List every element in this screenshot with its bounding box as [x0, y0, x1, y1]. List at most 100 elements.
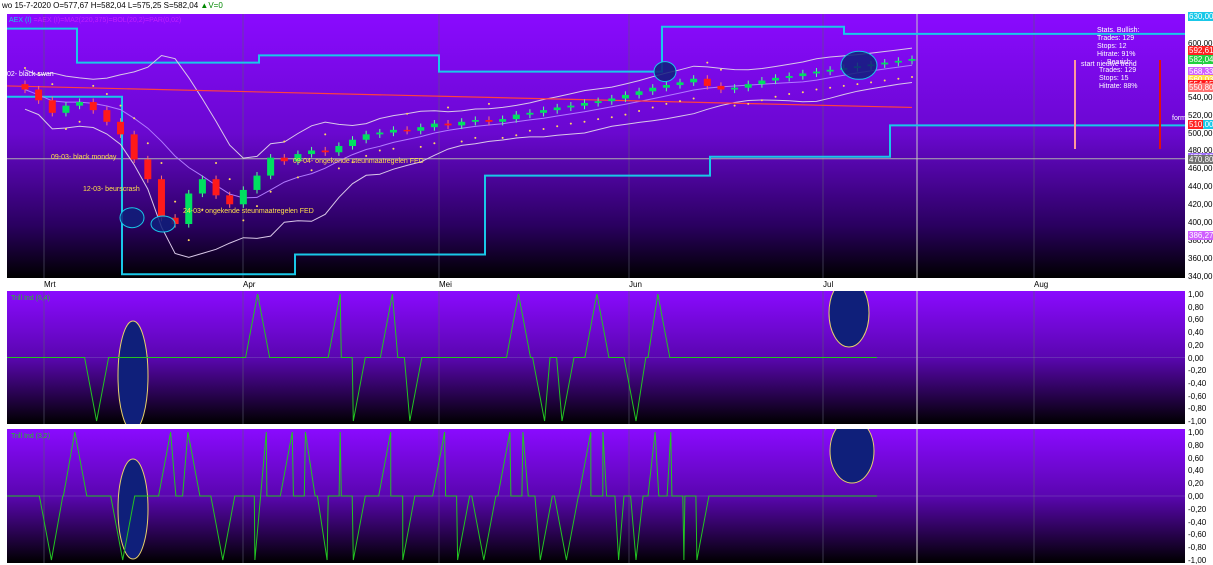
bullish-candle [512, 114, 520, 120]
price-tick-label: 420,00 [1188, 200, 1213, 210]
stats-label: Hitrate: 91% [1097, 51, 1136, 58]
parabolic-sar-dot [542, 127, 545, 130]
bollinger-lower [24, 82, 913, 258]
bearish-candle [717, 85, 725, 90]
indicator-tick-label: 1,00 [1188, 428, 1204, 437]
highlight-circle [119, 207, 145, 229]
price-tick-label: 540,00 [1188, 92, 1213, 102]
indicator-panel-2[interactable]: Trill Ind (3,2) [7, 429, 1185, 563]
bearish-candle [703, 78, 711, 86]
month-label: Mei [439, 280, 452, 289]
parabolic-sar-dot [569, 122, 572, 125]
indicator-panel-1[interactable]: Trill Ind (6,4) [7, 291, 1185, 424]
parabolic-sar-dot [719, 68, 722, 71]
bullish-candle [526, 112, 534, 115]
bullish-candle [430, 123, 438, 128]
price-marker-label: 470,80 [1188, 154, 1213, 164]
parabolic-sar-dot [856, 83, 859, 86]
bullish-candle [62, 105, 70, 113]
parabolic-sar-dot [597, 118, 600, 121]
bullish-candle [758, 80, 766, 85]
parabolic-sar-dot [583, 120, 586, 123]
annotation-label: 02- black swan [7, 71, 54, 78]
bullish-candle [362, 134, 370, 140]
parabolic-sar-dot [501, 136, 504, 139]
parabolic-sar-dot [392, 147, 395, 150]
bearish-candle [21, 84, 29, 90]
price-tick-label: 460,00 [1188, 164, 1213, 174]
price-marker-label: 582,04 [1188, 54, 1213, 64]
bearish-candle [212, 179, 220, 196]
indicator-tick-label: -0,80 [1188, 404, 1207, 414]
month-label: Jun [629, 280, 642, 289]
parabolic-sar-dot [474, 136, 477, 139]
stats-label: Stats. Bullish: [1097, 27, 1139, 34]
indicator-1-chart[interactable]: Trill Ind (6,4) [7, 291, 1185, 424]
month-label: Jul [823, 280, 834, 289]
bullish-candle [594, 101, 602, 103]
bullish-candle [540, 110, 548, 113]
indicator-tick-label: -0,60 [1188, 530, 1207, 540]
parabolic-sar-dot [788, 93, 791, 95]
indicator-tick-label: -0,40 [1188, 517, 1207, 527]
annotation-label: 09-03- black monday [51, 154, 117, 161]
parabolic-sar-dot [283, 140, 286, 143]
parabolic-sar-dot [242, 219, 245, 222]
price-background [7, 14, 1185, 278]
parabolic-sar-dot [174, 200, 177, 203]
parabolic-sar-dot [447, 106, 450, 109]
bearish-candle [171, 217, 179, 224]
bullish-candle [553, 107, 561, 111]
bullish-candle [621, 94, 629, 99]
parabolic-sar-dot [706, 61, 709, 64]
parabolic-sar-dot [774, 95, 777, 98]
indicator-tick-label: 0,20 [1188, 340, 1204, 350]
parabolic-sar-dot [665, 102, 668, 105]
indicator-tick-label: 0,20 [1188, 479, 1204, 489]
parabolic-sar-dot [378, 149, 381, 152]
indicator-axis-bg [1186, 291, 1213, 424]
annotation-label: start nieuwe trend [1081, 61, 1137, 68]
bullish-candle [635, 91, 643, 95]
bearish-candle [280, 157, 288, 162]
bullish-candle [376, 132, 384, 135]
price-tick-label: 600,00 [1188, 38, 1213, 48]
indicator-tick-label: -0,80 [1188, 543, 1207, 553]
bullish-candle [267, 157, 275, 176]
bearish-candle [485, 120, 493, 122]
indicator-2-chart[interactable]: Trill Ind (3,2) [7, 429, 1185, 563]
bullish-candle [894, 60, 902, 63]
parabolic-sar-dot [133, 117, 136, 120]
highlight-circle [840, 50, 878, 80]
bullish-candle [458, 121, 466, 126]
bullish-candle [662, 85, 670, 88]
price-tick-label: 380,00 [1188, 236, 1213, 246]
bollinger-middle [24, 64, 913, 199]
annotation-label: 12-03- beurscrash [83, 186, 140, 193]
bullish-candle [908, 59, 916, 61]
parabolic-sar-dot [842, 84, 845, 87]
price-panel[interactable]: 02- black swan 09-03- black monday 12-03- … [7, 14, 1185, 278]
parabolic-sar-dot [747, 102, 750, 105]
price-marker-label: 386,27 [1188, 230, 1213, 240]
bullish-candle [389, 129, 397, 133]
parabolic-sar-dot [528, 129, 531, 132]
stats-label: Bearish: [1107, 59, 1133, 66]
parabolic-sar-dot [801, 91, 804, 94]
parabolic-sar-dot [406, 112, 409, 115]
highlight-circle [117, 320, 149, 424]
bullish-candle [349, 139, 357, 146]
bullish-candle [744, 84, 752, 88]
price-marker-label: 630,00 [1188, 12, 1213, 21]
ohlc-readout: wo 15-7-2020 O=577,67 H=582,04 L=575,25 … [2, 1, 199, 10]
indicator-tick-label: -0,20 [1188, 366, 1207, 376]
indicator-axis-bg [1186, 429, 1213, 563]
price-chart[interactable]: 02- black swan 09-03- black monday 12-03- … [7, 14, 1185, 278]
bearish-candle [130, 134, 138, 160]
indicator-tick-label: -0,40 [1188, 378, 1207, 388]
bullish-candle [812, 71, 820, 74]
parabolic-sar-dot [78, 120, 81, 123]
price-tick-label: 360,00 [1188, 254, 1213, 264]
indicator-line [7, 293, 877, 422]
bullish-candle [198, 179, 206, 194]
